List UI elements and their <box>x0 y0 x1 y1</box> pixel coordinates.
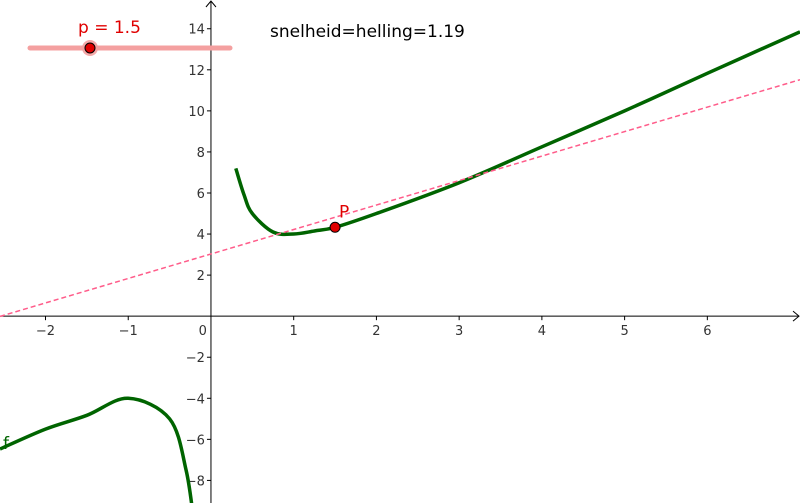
x-tick-label: 1 <box>290 324 298 339</box>
y-tick-label: 8 <box>197 146 205 161</box>
tangent-line <box>0 78 800 318</box>
y-tick-label: 12 <box>188 64 205 79</box>
slider[interactable]: p = 1.5 <box>27 18 233 56</box>
y-tick-label: 2 <box>197 269 205 284</box>
y-axis-arrow <box>205 0 217 8</box>
y-tick-label: 14 <box>188 23 205 38</box>
x-tick-label: 4 <box>538 324 546 339</box>
x-tick-label: −1 <box>119 324 138 339</box>
x-tick-label: −2 <box>36 324 55 339</box>
point-p-label: P <box>339 202 349 222</box>
x-tick-label: 3 <box>455 324 463 339</box>
slider-label: p = 1.5 <box>78 18 141 38</box>
x-tick-label: 5 <box>620 324 628 339</box>
y-tick-label: 4 <box>197 228 205 243</box>
x-tick-label: 2 <box>372 324 380 339</box>
x-tick-label: 0 <box>199 324 207 339</box>
y-tick-label: −6 <box>186 433 205 448</box>
x-tick-label: 6 <box>703 324 711 339</box>
slider-handle[interactable] <box>84 42 96 54</box>
y-tick-label: −2 <box>186 351 205 366</box>
y-tick-label: 10 <box>188 105 205 120</box>
function-label: f <box>3 434 10 454</box>
series-layer: P <box>0 30 800 503</box>
x-axis-arrow <box>792 310 800 322</box>
y-tick-label: 6 <box>197 187 205 202</box>
function-curve <box>0 396 194 503</box>
function-curve <box>234 30 800 237</box>
slope-annotation: snelheid=helling=1.19 <box>270 22 465 42</box>
y-tick-label: −4 <box>186 392 205 407</box>
point-p[interactable] <box>329 221 341 233</box>
